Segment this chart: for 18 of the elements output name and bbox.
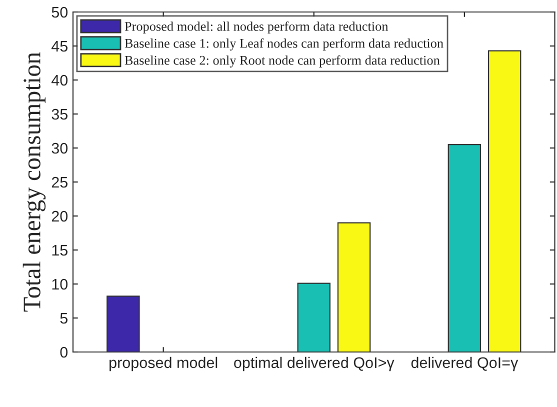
y-tick-label: 15 (52, 245, 68, 256)
x-tick-label: delivered QoI=γ (411, 356, 518, 372)
y-axis-title: Total energy consumption (22, 52, 46, 312)
y-tick-label: 20 (52, 210, 68, 222)
x-tick-label: proposed model (110, 356, 218, 372)
y-tick-label: 30 (52, 142, 68, 154)
y-tick-label: 5 (60, 313, 68, 324)
y-tick-label: 25 (52, 176, 68, 188)
legend-label: Baseline case 1: only Leaf nodes can perform data reduction (124, 38, 444, 51)
y-tick-label: 40 (52, 74, 68, 86)
y-tick-label: 0 (60, 346, 68, 358)
legend-label: Baseline case 2: only Root node can perform data reduction (124, 55, 440, 68)
legend-label: Proposed model: all nodes perform data reduction (124, 21, 388, 34)
x-tick-label: optimal delivered QoI>γ (234, 356, 394, 372)
y-tick-label: 35 (52, 108, 68, 120)
y-tick-label: 50 (52, 6, 68, 18)
y-tick-label: 45 (52, 41, 68, 52)
y-tick-label: 10 (52, 278, 68, 290)
